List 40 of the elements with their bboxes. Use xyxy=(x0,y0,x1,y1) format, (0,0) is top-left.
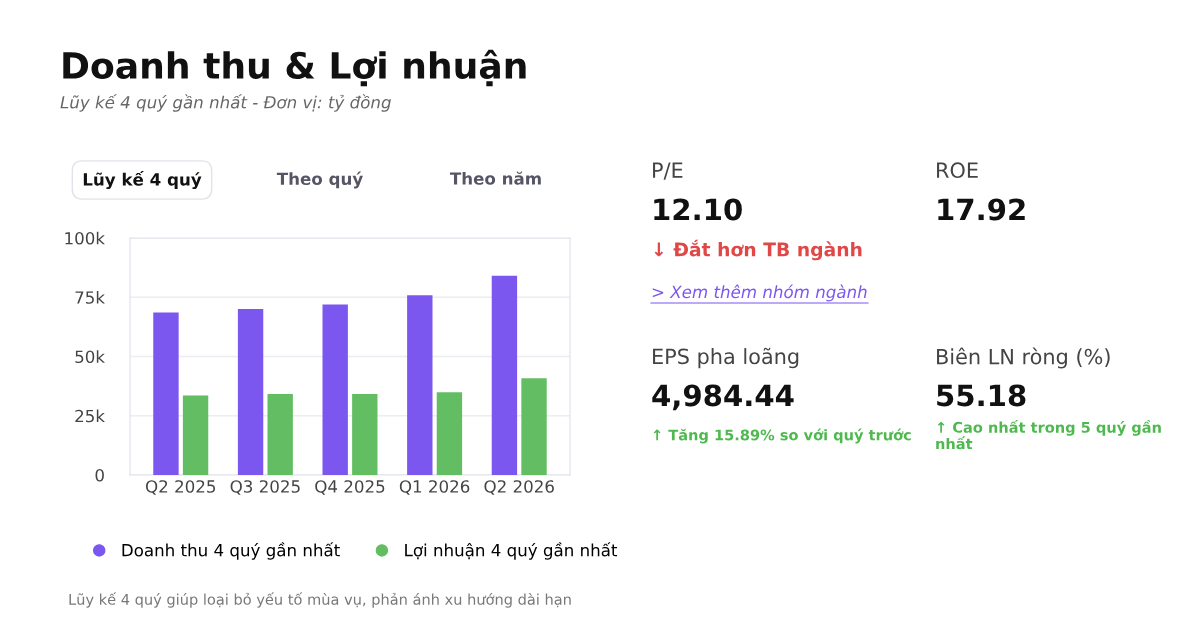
x-tick-label: Q2 2025 xyxy=(145,480,216,495)
legend-label: Lợi nhuận 4 quý gần nhất xyxy=(405,542,618,560)
bar xyxy=(436,392,463,475)
bar xyxy=(407,295,433,475)
text: Lũy kế 4 quý xyxy=(83,170,202,190)
text: P/E xyxy=(653,162,683,180)
bar xyxy=(322,304,348,475)
text: ↓ Đắt hơn TB ngành xyxy=(654,239,862,261)
bar xyxy=(521,378,547,475)
y-tick-label: 100k xyxy=(65,231,105,245)
bar xyxy=(237,309,264,475)
bar xyxy=(491,275,518,475)
x-tick-label: Q4 2025 xyxy=(315,480,385,495)
text: 4,984.44 xyxy=(652,384,794,411)
text: > Xem thêm nhóm ngành xyxy=(652,284,867,302)
y-tick-label: 75k xyxy=(75,290,105,304)
text: 55.18 xyxy=(937,384,1026,407)
text: EPS pha loãng xyxy=(653,347,799,369)
x-tick-label: Q2 2026 xyxy=(484,480,554,495)
bar xyxy=(352,393,378,475)
x-tick-label: Q3 2025 xyxy=(230,480,300,495)
x-tick-label: Q1 2026 xyxy=(399,480,470,495)
bar xyxy=(267,393,293,475)
text: ↑ Cao nhất trong 5 quý gần nhất xyxy=(936,419,1161,450)
text: 17.92 xyxy=(938,198,1025,221)
text: Biên LN ròng (%) xyxy=(937,347,1110,369)
text: ↑ Tăng 15.89% so với quý trước xyxy=(653,428,911,444)
chart-subtitle: Lũy kế 4 quý gần nhất - Đơn vị: tỷ đồng xyxy=(60,94,391,112)
text: Theo năm xyxy=(449,171,541,185)
y-tick-label: 0 xyxy=(95,468,104,482)
bar xyxy=(153,312,179,475)
text: ROE xyxy=(937,162,978,179)
text: Theo quý xyxy=(276,171,363,189)
text: Lũy kế 4 quý giúp loại bỏ yếu tố mùa vụ, phản ánh xu hướng dài hạn xyxy=(69,592,571,608)
chart-title: Doanh thu & Lợi nhuận xyxy=(63,49,526,87)
bar xyxy=(182,395,209,475)
legend-label: Doanh thu 4 quý gần nhất xyxy=(122,542,340,560)
y-tick-label: 25k xyxy=(75,409,105,423)
text: 12.10 xyxy=(654,198,742,221)
y-tick-label: 50k xyxy=(75,350,105,364)
